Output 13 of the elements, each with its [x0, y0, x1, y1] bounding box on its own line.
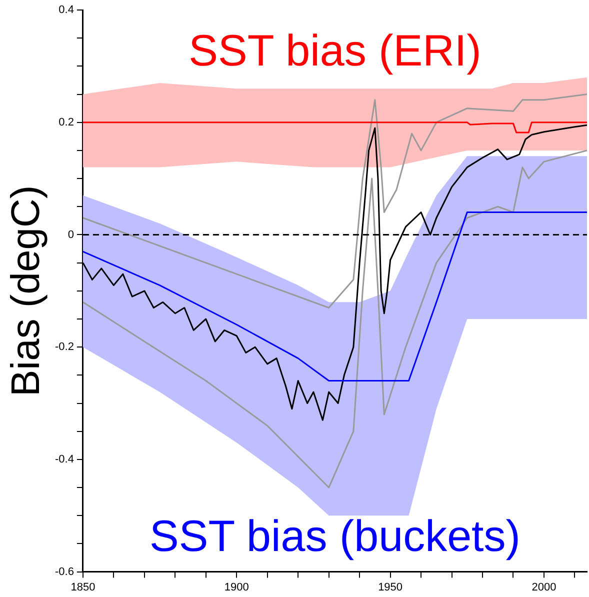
x-tick-label: 2000 [532, 581, 556, 594]
y-tick-label: 0.2 [58, 116, 74, 128]
y-axis-title: Bias (degC) [4, 185, 48, 396]
y-tick-label: -0.6 [54, 566, 74, 578]
series-label: SST bias (ERI) [188, 26, 482, 76]
text: SST bias (buckets) [150, 512, 520, 561]
y-tick-label: 0.4 [58, 4, 74, 16]
y-tick-label: -0.4 [54, 453, 74, 466]
x-tick-label: 1850 [70, 581, 96, 594]
y-tick-label: -0.2 [54, 341, 74, 354]
y-tick-label: 0 [68, 228, 74, 241]
x-tick-label: 1950 [378, 581, 403, 594]
x-tick-label: 1900 [224, 581, 249, 594]
